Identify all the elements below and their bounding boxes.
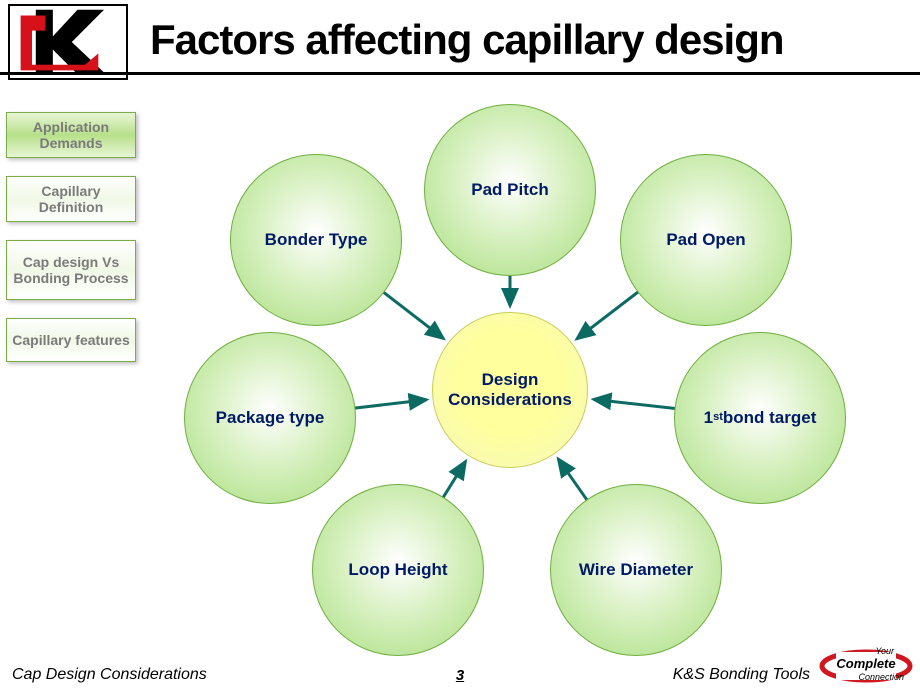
footer: Cap Design Considerations 3 K&S Bonding … — [0, 654, 920, 684]
svg-text:Connection: Connection — [858, 672, 904, 682]
arrow-wire-diameter — [558, 459, 588, 501]
arrow-package-type — [353, 400, 426, 409]
sidebar-nav: Application Demands Capillary Definition C… — [6, 112, 140, 380]
bubble-bonder-type: Bonder Type — [230, 154, 402, 326]
bubble-package-type: Package type — [184, 332, 356, 504]
arrow-pad-open — [577, 291, 640, 339]
sidebar-item-3[interactable]: Capillary features — [6, 318, 136, 362]
svg-text:Your: Your — [875, 646, 895, 656]
page-title: Factors affecting capillary design — [150, 16, 784, 64]
sidebar-item-0[interactable]: Application Demands — [6, 112, 136, 158]
svg-text:Complete: Complete — [836, 656, 895, 671]
header: Factors affecting capillary design — [0, 0, 920, 82]
bubble-pad-open: Pad Open — [620, 154, 792, 326]
arrow-bonder-type — [382, 291, 443, 338]
bubble-loop-height: Loop Height — [312, 484, 484, 656]
sidebar-item-2[interactable]: Cap design Vs Bonding Process — [6, 240, 136, 300]
bubble-pad-pitch: Pad Pitch — [424, 104, 596, 276]
bubble-first-bond: 1st bond target — [674, 332, 846, 504]
diagram-canvas: Pad PitchPad Open1st bond targetWire Dia… — [150, 90, 910, 650]
footer-page-number: 3 — [456, 667, 464, 684]
arrow-loop-height — [442, 461, 465, 498]
footer-right-text: K&S Bonding Tools — [673, 666, 810, 684]
footer-logo: Your Complete Connection — [816, 642, 916, 686]
sidebar-item-1[interactable]: Capillary Definition — [6, 176, 136, 222]
bubble-wire-diameter: Wire Diameter — [550, 484, 722, 656]
arrow-first-bond — [593, 399, 676, 408]
center-bubble: DesignConsiderations — [432, 312, 588, 468]
footer-left-text: Cap Design Considerations — [12, 666, 207, 684]
title-rule — [0, 72, 920, 75]
brand-logo — [8, 4, 128, 80]
